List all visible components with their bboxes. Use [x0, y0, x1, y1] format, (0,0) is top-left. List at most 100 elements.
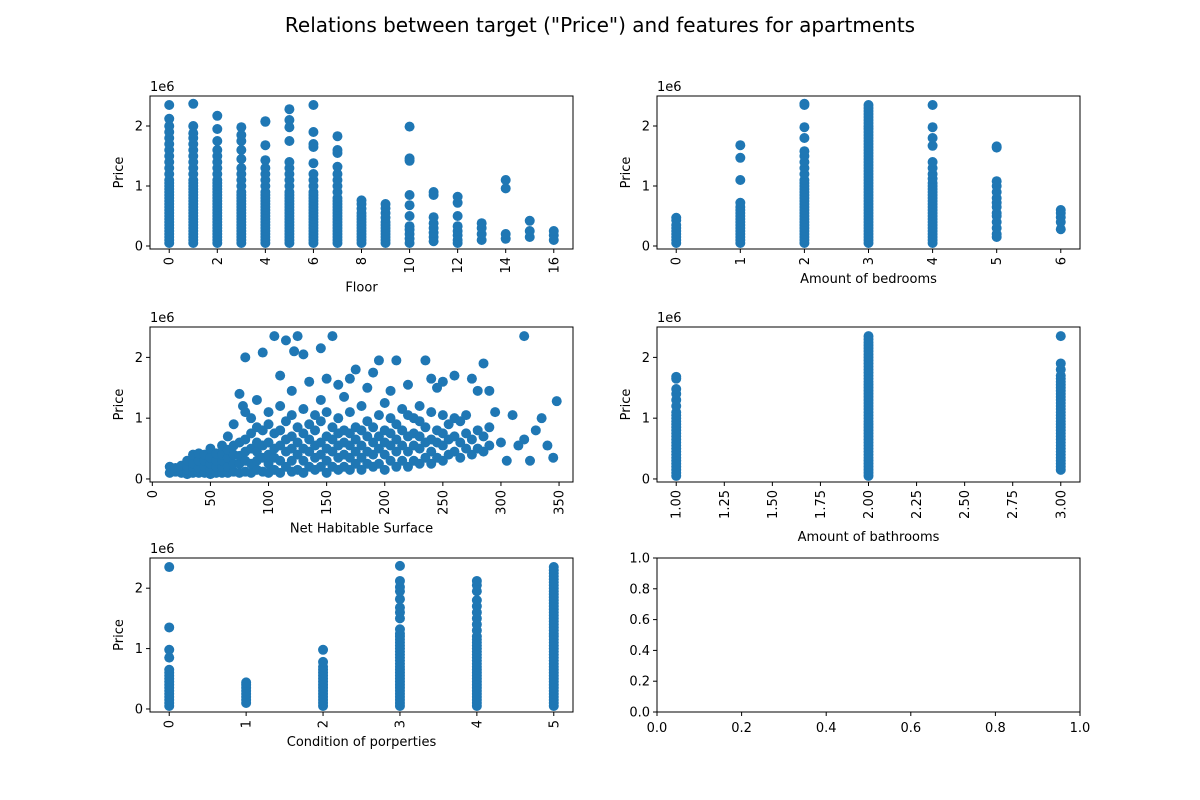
scatter-point [315, 394, 326, 405]
scatter-point [222, 431, 233, 442]
scatter-point [394, 624, 405, 635]
scatter-point [484, 385, 495, 396]
scatter-point [241, 677, 252, 688]
scatter-point [257, 347, 268, 358]
y-tick-label: 0.2 [629, 675, 650, 690]
axes-frame [149, 557, 574, 713]
scatter-point [394, 594, 405, 605]
scatter-point [404, 221, 415, 232]
scatter-point [379, 464, 390, 475]
scatter-point [284, 104, 295, 115]
scatter-point [380, 199, 391, 209]
y-offset-label: 1e6 [150, 311, 175, 326]
scatter-point [394, 575, 405, 586]
scatter-point [501, 455, 512, 466]
scatter-point [289, 346, 300, 357]
x-tick-label: 150 [320, 490, 335, 515]
scatter-point [500, 229, 511, 239]
scatter-point [373, 410, 384, 421]
x-tick-label: 5 [990, 257, 1005, 265]
scatter-point [437, 410, 448, 421]
scatter-point [466, 373, 477, 384]
scatter-point [1055, 205, 1066, 215]
scatter-point [536, 413, 547, 424]
x-tick-label: 3 [862, 257, 877, 265]
scatter-point [321, 407, 332, 418]
scatter-point [524, 215, 535, 226]
x-tick-label: 4 [470, 720, 485, 728]
subplot-6: 0.0 0.2 0.4 0.6 0.8 1.0 0.0 0.2 0.4 0.6 0.8 1.0 [629, 552, 1090, 737]
x-tick-label: 1.25 [718, 490, 733, 519]
scatter-point [385, 385, 396, 396]
y-tick-label: 0 [642, 240, 650, 255]
x-tick-label: 0.8 [985, 721, 1006, 736]
scatter-point [228, 419, 239, 430]
scatter-point [1055, 331, 1066, 342]
scatter-point [379, 397, 390, 408]
scatter-point [548, 226, 559, 236]
scatter-point [236, 122, 247, 133]
scatter-point [308, 158, 319, 169]
scatter-point [927, 122, 938, 133]
scatter-point [404, 211, 415, 221]
scatter-point [275, 401, 286, 412]
x-tick-label: 4 [926, 257, 941, 265]
scatter-point [286, 410, 297, 421]
subplot-4: 1.00 1.25 1.50 1.75 2.00 2.25 2.50 2.75 3.00 0 1 2 1… [619, 311, 1081, 545]
scatter-point [308, 169, 319, 179]
x-tick-label: 0 [146, 490, 161, 498]
scatter-point [188, 128, 199, 139]
scatter-point [284, 157, 295, 167]
scatter-point [344, 373, 355, 384]
scatter-point [164, 562, 175, 573]
x-tick-label: 6 [1054, 257, 1069, 265]
scatter-point [164, 113, 175, 124]
scatter-point [333, 379, 344, 390]
scatter-point [284, 136, 295, 146]
scatter-point [455, 452, 466, 463]
scatter-point [471, 595, 482, 606]
y-tick-label: 1 [135, 180, 143, 195]
x-tick-label: 0.4 [816, 721, 837, 736]
scatter-point [188, 98, 199, 109]
x-tick-label: 2 [211, 257, 226, 265]
scatter-point [260, 163, 271, 173]
scatter-point [236, 130, 247, 140]
scatter-point [1055, 358, 1066, 369]
y-tick-label: 0.6 [629, 613, 650, 628]
x-tick-label: 1.50 [766, 490, 781, 519]
x-tick-label: 1 [240, 720, 255, 728]
subplot-2: 0 1 2 3 4 5 6 0 1 2 1e6 Amount of bedrooms Price [619, 80, 1081, 287]
scatter-point [308, 139, 319, 149]
scatter-point [428, 212, 439, 223]
x-tick-label: 0.0 [647, 721, 668, 736]
scatter-point [246, 413, 257, 424]
x-tick-label: 8 [355, 257, 370, 265]
scatter-point [799, 122, 810, 133]
scatter-point [1055, 224, 1066, 235]
x-tick-label: 0 [163, 257, 178, 265]
scatter-point [530, 425, 541, 436]
x-tick-label: 0 [163, 720, 178, 728]
y-offset-label: 1e6 [150, 542, 175, 557]
scatter-point [735, 175, 746, 185]
scatter-point [426, 407, 437, 418]
scatter-point [402, 379, 413, 390]
scatter-point [362, 382, 373, 393]
scatter-point [519, 434, 530, 445]
subplot-5: 0 1 2 3 4 5 0 1 2 1e6 Condition of porperties Price [112, 542, 574, 750]
x-tick-label: 100 [262, 490, 277, 515]
x-tick-label: 350 [553, 490, 568, 515]
scatter-point [927, 133, 938, 143]
x-tick-label: 200 [378, 490, 393, 515]
x-axis-label: Amount of bathrooms [798, 530, 940, 545]
scatter-point [164, 644, 175, 655]
scatter-point [927, 100, 938, 110]
scatter-point [332, 169, 343, 179]
scatter-point [164, 652, 175, 663]
scatter-point [298, 404, 309, 415]
scatter-point [404, 153, 415, 164]
y-axis-label: Price [112, 619, 127, 651]
axes-frame [656, 557, 1081, 713]
